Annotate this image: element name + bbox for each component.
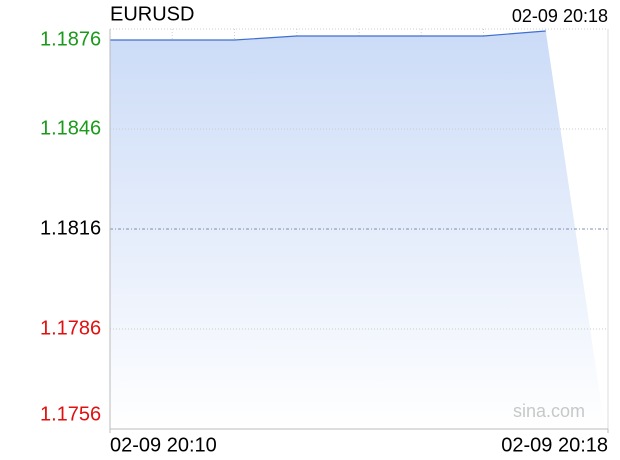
y-tick-label: 1.1876 [40,28,101,50]
chart-title: EURUSD [110,3,194,25]
time-label: 02-09 20:18 [512,6,608,26]
x-tick-label: 02-09 20:10 [110,434,217,456]
y-tick-label: 1.1756 [40,403,101,425]
line [110,30,546,41]
y-tick-label: 1.1786 [40,317,101,339]
x-tick-label: 02-09 20:18 [501,434,608,456]
watermark: sina.com [513,401,585,421]
y-tick-label: 1.1816 [40,217,101,239]
area [110,31,605,429]
y-tick-label: 1.1846 [40,117,101,139]
